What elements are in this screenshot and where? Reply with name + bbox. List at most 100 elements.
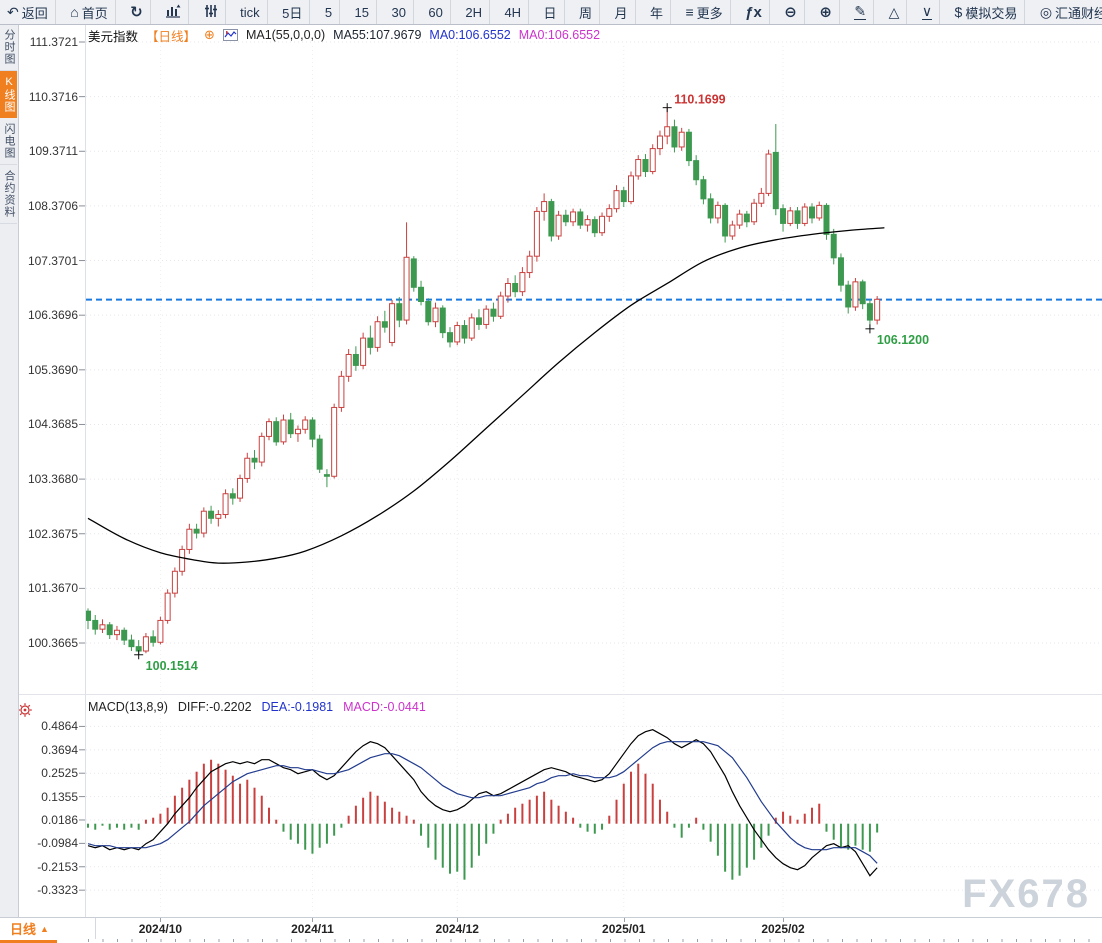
- time-axis-tick: [312, 918, 314, 922]
- period-tab-daily[interactable]: 日线 ▲: [0, 918, 96, 939]
- sidebar-tab-2[interactable]: K线图: [0, 71, 17, 118]
- toolbar-item-label: 周: [579, 5, 593, 21]
- toolbar-item-label: tick: [240, 4, 260, 20]
- shape-down-icon: ∨: [921, 3, 933, 20]
- zoom-in-button[interactable]: ⊕: [812, 0, 840, 24]
- sidebar: 分时图 K线图 闪电图 合约资料: [0, 24, 19, 917]
- panel-separator: [18, 694, 1102, 695]
- toolbar-item-label: 更多: [696, 5, 723, 21]
- toolbar-item-label: 5日: [282, 5, 303, 21]
- formula-fx-button[interactable]: ƒx: [738, 0, 770, 24]
- macd-axis-label: 0.2525: [41, 766, 78, 781]
- fx678-news-button[interactable]: ◎汇通财经: [1033, 0, 1102, 24]
- macd-dea-value: DEA:-0.1981: [261, 699, 334, 714]
- macd-macd-value: MACD:-0.0441: [343, 699, 426, 714]
- shape-down-button[interactable]: ∨: [915, 0, 941, 24]
- time-axis-label: 2025/02: [761, 922, 805, 936]
- chart-header: 美元指数 【日线】 ⊕ MA1(55,0,0,0) MA55:107.9679 …: [88, 27, 600, 44]
- price-axis-label: 104.3685: [27, 417, 78, 432]
- macd-header: MACD(13,8,9) DIFF:-0.2202 DEA:-0.1981 MA…: [88, 699, 426, 714]
- chart-style-button[interactable]: [158, 0, 190, 24]
- fx678-news-icon: ◎: [1039, 4, 1053, 20]
- period-5d-button[interactable]: 5日: [275, 0, 311, 24]
- macd-axis-label: -0.3323: [37, 883, 78, 898]
- period-4h-button[interactable]: 4H: [497, 0, 530, 24]
- chevron-up-icon: ▲: [40, 923, 49, 934]
- period-week-button[interactable]: 周: [572, 0, 601, 24]
- toolbar-item-label: 30: [391, 4, 406, 20]
- refresh-button[interactable]: ↻: [123, 0, 151, 24]
- draw-tool-icon: ✎: [854, 3, 867, 20]
- period-tag: 【日线】: [146, 29, 197, 44]
- macd-params-label: MACD(13,8,9): [88, 699, 168, 714]
- macd-axis-label: -0.2153: [37, 859, 78, 874]
- sliders-icon: [204, 4, 218, 21]
- ma-params-label: MA1(55,0,0,0): [245, 28, 326, 42]
- macd-axis-label: 0.1355: [41, 789, 78, 804]
- home-button[interactable]: ⌂ 首页: [63, 0, 116, 24]
- plot-left-border: [85, 24, 86, 917]
- svg-text:106.1200: 106.1200: [877, 333, 929, 347]
- toolbar-item-label: 返回: [21, 5, 48, 21]
- toolbar-item-label: 汇通财经: [1055, 5, 1102, 21]
- price-axis-label: 107.3701: [27, 253, 78, 268]
- ma55-value: MA55:107.9679: [333, 28, 422, 42]
- period-tab-label: 日线: [10, 922, 37, 937]
- add-indicator-icon[interactable]: ⊕: [204, 27, 215, 42]
- draw-tool-button[interactable]: ✎: [847, 0, 875, 24]
- period-60m-button[interactable]: 60: [421, 0, 451, 24]
- back-button[interactable]: ↶ 返回: [0, 0, 56, 24]
- macd-axis-label: -0.0984: [37, 836, 78, 851]
- formula-fx-icon: ƒx: [745, 3, 762, 21]
- period-5m-button[interactable]: 5: [318, 0, 341, 24]
- time-axis-label: 2024/10: [138, 922, 183, 936]
- toolbar-item-label: 15: [354, 4, 369, 20]
- time-axis-label: 2025/01: [602, 922, 646, 936]
- period-tick-button[interactable]: tick: [233, 0, 268, 24]
- indicator-window-icon[interactable]: [222, 29, 238, 41]
- demo-trading-button[interactable]: $ 模拟交易: [948, 0, 1026, 24]
- price-axis-label: 100.3665: [27, 636, 78, 651]
- sidebar-tab-3[interactable]: 闪电图: [0, 118, 17, 165]
- sidebar-tab-4[interactable]: 合约资料: [0, 165, 17, 224]
- demo-trading-icon: $: [954, 4, 963, 20]
- price-axis-label: 106.3696: [27, 308, 78, 323]
- shape-up-button[interactable]: △: [882, 0, 908, 24]
- indicator-params-button[interactable]: [197, 0, 226, 24]
- zoom-in-icon: ⊕: [819, 3, 832, 21]
- price-axis-label: 108.3706: [27, 198, 78, 213]
- macd-axis-label: 0.4864: [41, 719, 78, 734]
- toolbar-item-label: 月: [614, 5, 628, 21]
- toolbar: ↶ 返回 ⌂ 首页 ↻ tick 5日 5 15 30 60 2H 4H 日 周 月 年 ≡ 更多 ƒx ⊖ ⊕ ✎ △ ∨ $ 模…: [0, 0, 1102, 25]
- time-axis-bar: 日线 ▲ 2024/10 2024/11 2024/12 2025/01 2025/02: [0, 917, 1102, 943]
- macd-axis-label: 0.3694: [41, 742, 78, 757]
- toolbar-item-label: 4H: [504, 4, 522, 20]
- time-ruler[interactable]: [88, 939, 1102, 942]
- toolbar-item-label: 5: [324, 4, 333, 20]
- shape-up-icon: △: [888, 4, 900, 20]
- macd-diff-value: DIFF:-0.2202: [177, 699, 252, 714]
- period-15m-button[interactable]: 15: [348, 0, 377, 24]
- more-icon: ≡: [685, 4, 694, 20]
- sidebar-tab-1[interactable]: 分时图: [0, 24, 17, 71]
- period-30m-button[interactable]: 30: [384, 0, 414, 24]
- watermark: FX678: [962, 872, 1090, 916]
- macd-settings-icon[interactable]: [18, 703, 32, 717]
- toolbar-item-label: 日: [543, 5, 557, 21]
- toolbar-item-label: 首页: [81, 5, 108, 21]
- time-axis-label: 2024/12: [435, 922, 479, 936]
- price-axis-label: 101.3670: [27, 581, 78, 596]
- period-month-button[interactable]: 月: [608, 0, 636, 24]
- period-2h-button[interactable]: 2H: [458, 0, 490, 24]
- toolbar-item-label: 模拟交易: [965, 5, 1018, 21]
- toolbar-item-label: 2H: [465, 4, 482, 20]
- zoom-out-icon: ⊖: [784, 3, 797, 21]
- home-icon: ⌂: [70, 4, 79, 20]
- period-day-button[interactable]: 日: [537, 0, 565, 24]
- zoom-out-button[interactable]: ⊖: [777, 0, 805, 24]
- period-year-button[interactable]: 年: [643, 0, 671, 24]
- ma0-blue-value: MA0:106.6552: [429, 28, 511, 42]
- more-button[interactable]: ≡ 更多: [678, 0, 731, 24]
